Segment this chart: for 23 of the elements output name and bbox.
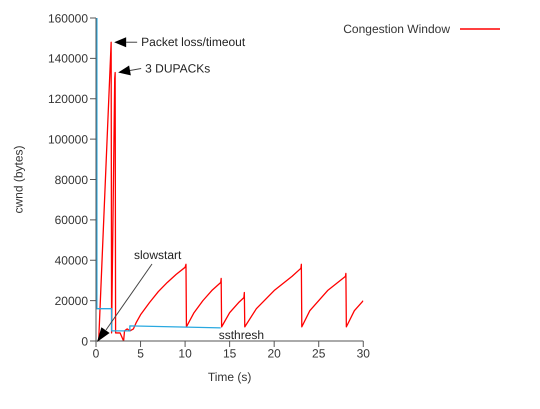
legend-label: Congestion Window — [343, 22, 450, 36]
annotation: 3 DUPACKs — [145, 62, 210, 76]
annotation: Packet loss/timeout — [141, 35, 246, 50]
x-tick-label: 5 — [137, 346, 144, 361]
x-tick-label: 0 — [92, 346, 100, 361]
y-tick-label: 40000 — [54, 254, 88, 268]
x-tick-label: 25 — [312, 346, 326, 361]
y-tick-label: 60000 — [54, 213, 88, 228]
y-tick-label: 120000 — [48, 92, 88, 106]
annotation: slowstart — [134, 248, 182, 262]
annotation: ssthresh — [218, 328, 264, 342]
y-tick-label: 0 — [81, 334, 88, 348]
y-tick-label: 80000 — [54, 172, 88, 187]
y-tick-label: 20000 — [54, 294, 88, 308]
x-axis-title: Time (s) — [208, 370, 252, 384]
y-axis-title: cwnd (bytes) — [11, 145, 26, 214]
x-tick-label: 15 — [222, 346, 237, 361]
y-tick-label: 140000 — [48, 52, 88, 66]
x-tick-label: 20 — [267, 346, 282, 361]
y-tick-label: 100000 — [48, 132, 88, 146]
y-tick-label: 160000 — [48, 11, 88, 26]
x-tick-label: 10 — [178, 346, 192, 361]
x-tick-label: 30 — [356, 346, 370, 361]
